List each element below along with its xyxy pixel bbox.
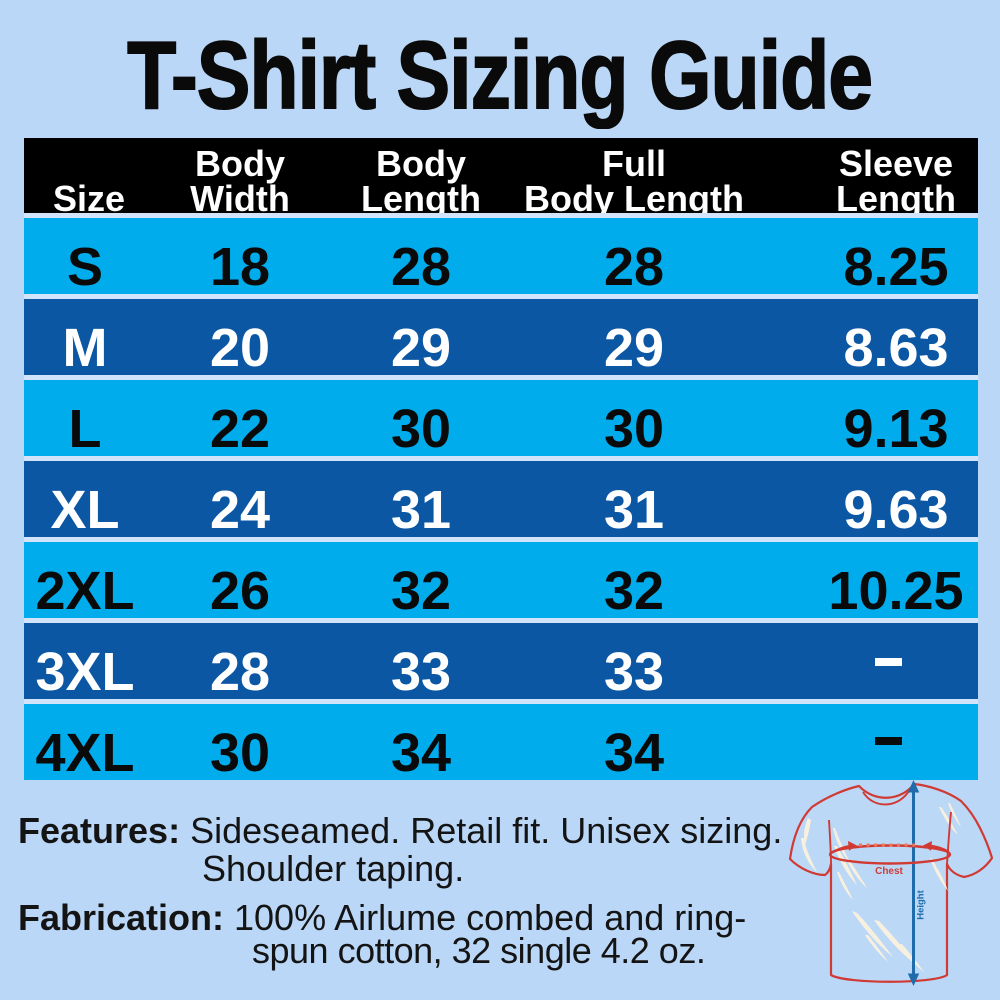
svg-text:Height: Height (916, 889, 927, 919)
svg-text:Chest: Chest (875, 866, 903, 877)
